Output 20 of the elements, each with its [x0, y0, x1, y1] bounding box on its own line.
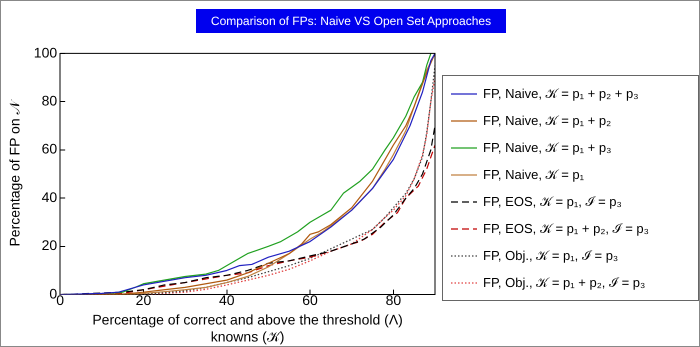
- legend-label: FP, Naive, 𝒦 = p₁ + p₂: [483, 112, 612, 128]
- y-tick-label: 100: [34, 44, 58, 60]
- legend-label: FP, EOS, 𝒦 = p₁, ℐ = p₃: [483, 194, 622, 210]
- y-tick-label: 60: [42, 140, 58, 157]
- legend-label: FP, Naive, 𝒦 = p₁: [483, 166, 584, 182]
- x-tick-label: 80: [386, 292, 402, 308]
- legend-label: FP, Obj., 𝒦 = p₁, ℐ = p₃: [483, 248, 618, 264]
- legend-label: FP, Naive, 𝒦 = p₁ + p₂ + p₃: [483, 86, 638, 102]
- x-tick-label: 60: [302, 292, 318, 308]
- y-axis-title: Percentage of FP on 𝒩: [6, 98, 22, 247]
- y-tick-label: 20: [42, 237, 58, 254]
- x-tick-label: 20: [136, 292, 152, 308]
- legend-label: FP, Naive, 𝒦 = p₁ + p₃: [483, 140, 612, 156]
- legend-label: FP, Obj., 𝒦 = p₁ + p₂, ℐ = p₃: [483, 274, 646, 290]
- legend-label: FP, EOS, 𝒦 = p₁ + p₂, ℐ = p₃: [483, 220, 649, 236]
- y-tick-label: 80: [42, 92, 58, 108]
- x-axis-title: Percentage of correct and above the threshold (Λ) knowns (𝒦): [92, 312, 403, 344]
- chart-title: Comparison of FPs: Naive VS Open Set Approaches: [196, 9, 506, 33]
- x-tick-label: 40: [218, 292, 235, 308]
- y-tick-label: 40: [42, 188, 58, 205]
